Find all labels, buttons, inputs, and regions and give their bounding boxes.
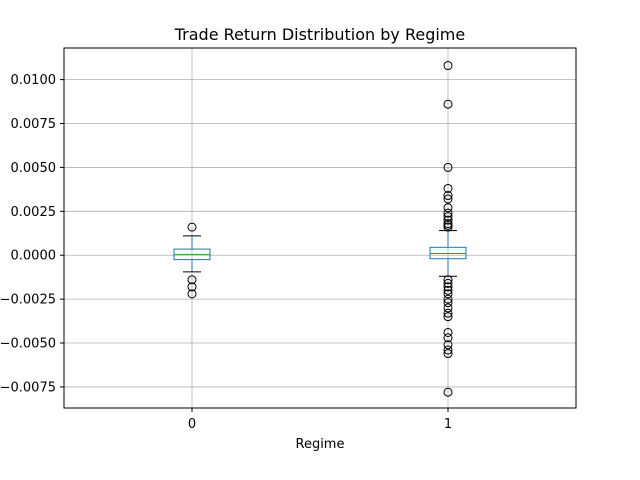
y-tick-label: 0.0075 (11, 117, 57, 132)
outlier-point (443, 215, 453, 225)
outlier-point (443, 303, 453, 313)
outlier-point (443, 99, 453, 109)
y-tick-label: 0.0025 (11, 205, 57, 220)
outlier-point (443, 278, 453, 288)
ticks: −0.0075 −0.0050 −0.0025 0.0000 0.0025 0.0050 0… (0, 73, 452, 432)
outlier-point (443, 191, 453, 201)
outlier-point (443, 203, 453, 213)
outlier-point (443, 275, 453, 285)
outlier-point (443, 285, 453, 295)
x-tick-label: 1 (444, 417, 452, 432)
outlier-point (443, 345, 453, 355)
outlier-point (443, 212, 453, 222)
outlier-point (443, 387, 453, 397)
box-0 (173, 222, 211, 299)
outlier-point (443, 183, 453, 193)
box-1 (429, 61, 467, 397)
y-tick-label: −0.0075 (0, 380, 56, 395)
y-tick-label: 0.0100 (11, 73, 57, 88)
outlier-point (443, 208, 453, 218)
y-tick-label: 0.0050 (11, 161, 57, 176)
outlier-point (187, 275, 197, 285)
outlier-point (187, 222, 197, 232)
x-tick-label: 0 (188, 417, 196, 432)
outlier-point (443, 308, 453, 318)
outlier-point (443, 333, 453, 343)
outlier-point (443, 312, 453, 322)
x-axis-label: Regime (296, 437, 345, 452)
grid (64, 48, 576, 408)
outlier-point (443, 61, 453, 71)
boxes (173, 61, 467, 397)
outlier-point (443, 282, 453, 292)
y-tick-label: −0.0025 (0, 293, 56, 308)
outlier-point (443, 294, 453, 304)
outlier-point (443, 298, 453, 308)
outlier-point (187, 289, 197, 299)
outlier-point (443, 194, 453, 204)
y-tick-label: −0.0050 (0, 337, 56, 352)
y-tick-label: 0.0000 (11, 249, 57, 264)
plot-frame (63, 47, 577, 409)
outlier-point (443, 289, 453, 299)
outlier-point (187, 282, 197, 292)
chart-title: Trade Return Distribution by Regime (174, 25, 465, 44)
outlier-point (443, 222, 453, 232)
outlier-point (443, 340, 453, 350)
outlier-point (443, 162, 453, 172)
outlier-point (443, 349, 453, 359)
outlier-point (443, 327, 453, 337)
